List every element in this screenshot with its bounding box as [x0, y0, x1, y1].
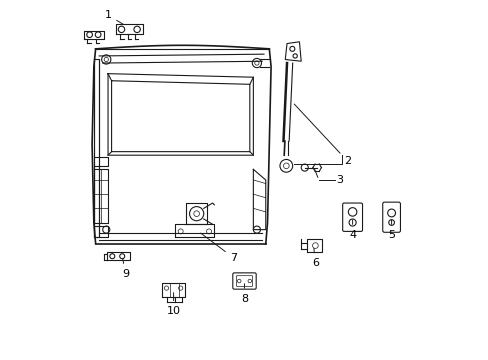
Text: 10: 10 — [166, 293, 180, 316]
Text: 8: 8 — [241, 284, 247, 304]
Text: 1: 1 — [104, 10, 123, 24]
Text: 9: 9 — [122, 259, 129, 279]
Text: 2: 2 — [343, 156, 350, 166]
Text: 7: 7 — [200, 233, 237, 263]
Text: 6: 6 — [311, 248, 318, 268]
Text: 4: 4 — [348, 220, 355, 240]
Text: 5: 5 — [387, 220, 394, 240]
Text: 3: 3 — [336, 175, 343, 185]
